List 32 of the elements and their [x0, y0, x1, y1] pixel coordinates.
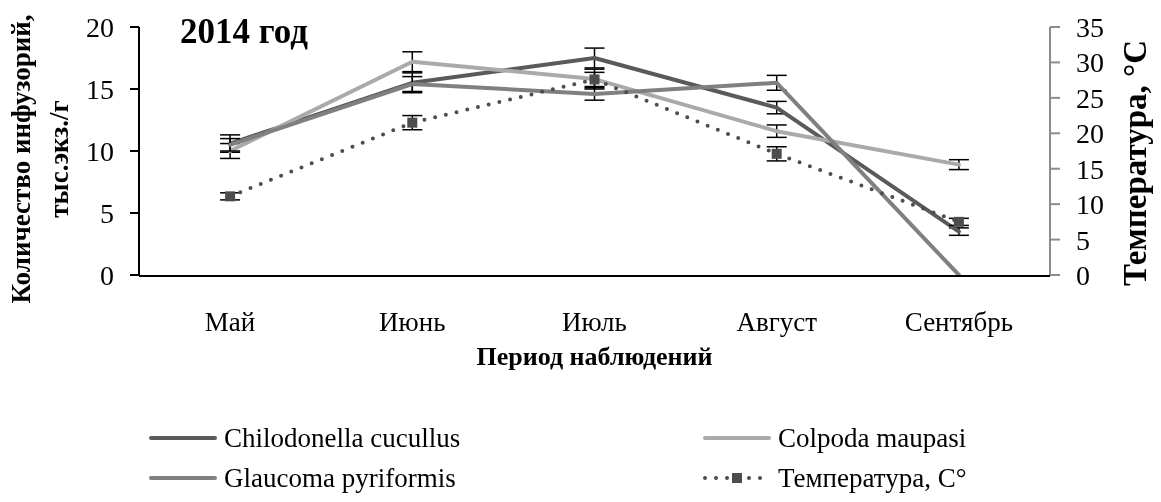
- y-tick-label: 0: [100, 259, 114, 291]
- point: [225, 191, 236, 202]
- x-tick-label: Июль: [562, 307, 627, 338]
- point: [953, 216, 964, 227]
- y-tick-label: 20: [86, 11, 114, 43]
- y2-tick-label: 0: [1076, 259, 1090, 291]
- y-tick-label: 15: [86, 73, 114, 105]
- y2-tick-label: 5: [1076, 224, 1090, 256]
- legend-label: Glaucoma pyriformis: [224, 462, 456, 494]
- y-tick-label: 10: [86, 135, 114, 167]
- point: [407, 117, 418, 128]
- point: [771, 148, 782, 159]
- x-tick-label: Сентябрь: [904, 307, 1013, 338]
- y2-axis-title: Температура, °C: [1117, 39, 1153, 287]
- y2-tick-label: 10: [1076, 189, 1104, 221]
- x-tick-label: Май: [204, 307, 256, 338]
- line-series: [228, 59, 961, 167]
- legend-label: Температура, C°: [778, 462, 967, 494]
- line-series: [228, 80, 961, 275]
- y2-tick-label: 30: [1076, 47, 1104, 79]
- y2-tick-label: 35: [1076, 11, 1104, 43]
- legend-label: Chilodonella cucullus: [224, 422, 461, 454]
- legend-label: Colpoda maupasi: [778, 422, 967, 454]
- y2-tick-label: 20: [1076, 118, 1104, 150]
- x-tick-label: Июнь: [379, 307, 446, 338]
- x-tick-label: Август: [736, 307, 818, 338]
- y-axis-title: Количество инфузорий, тыс.экз./г: [6, 14, 74, 304]
- y2-tick-label: 15: [1076, 153, 1104, 185]
- x-axis-title: Период наблюдений: [476, 342, 713, 371]
- chart-title: 2014 год: [180, 12, 308, 51]
- y2-tick-label: 25: [1076, 82, 1104, 114]
- y-tick-label: 5: [100, 197, 114, 229]
